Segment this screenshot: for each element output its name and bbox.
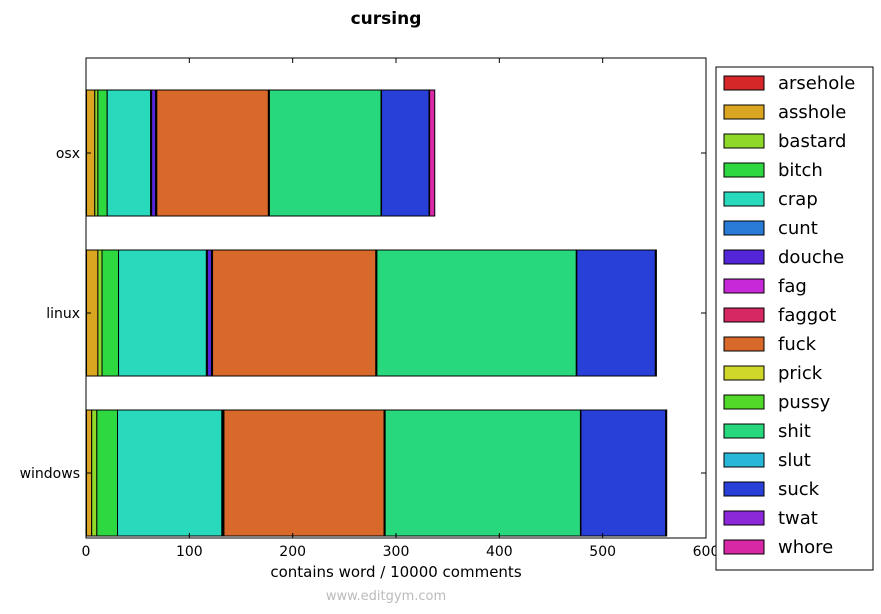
x-tick-label-300: 300 [383,544,410,560]
legend-swatch-whore [723,539,765,555]
bar-windows-bastard [91,409,98,537]
legend: arsehole asshole bastard bitch crap cunt douch… [715,66,874,571]
legend-swatch-faggot [723,307,765,323]
bar-osx-douche [151,89,157,217]
bar-windows-whore [665,409,668,537]
legend-label-bitch: bitch [778,160,823,181]
legend-label-crap: crap [778,189,818,210]
legend-swatch-shit [723,423,765,439]
legend-label-whore: whore [778,537,833,558]
bar-windows-suck [580,409,667,537]
legend-swatch-twat [723,510,765,526]
x-tick-label-500: 500 [589,544,616,560]
legend-label-pussy: pussy [778,392,831,413]
bar-windows-shit [384,409,581,537]
bar-linux-bastard [97,249,103,377]
legend-swatch-cunt [723,220,765,236]
y-tick-label-windows: windows [20,466,80,482]
x-tick-label-400: 400 [486,544,513,560]
bars-layer [85,89,668,537]
x-axis-label: contains word / 10000 comments [270,563,521,581]
legend-label-fuck: fuck [778,334,817,355]
bar-windows-fuck [223,409,385,537]
legend-swatch-fuck [723,336,765,352]
bar-osx-shit [268,89,382,217]
bar-osx-whore [429,89,436,217]
bar-linux-suck [576,249,656,377]
bar-osx-bitch [97,89,108,217]
legend-swatch-bitch [723,162,765,178]
chart-title: cursing [351,9,422,29]
bar-osx-crap [106,89,152,217]
x-tick-label-100: 100 [176,544,203,560]
y-tick-label-linux: linux [46,306,80,322]
legend-swatch-asshole [723,104,765,120]
legend-swatch-douche [723,249,765,265]
x-tick-label-200: 200 [279,544,306,560]
bar-windows-bitch [96,409,119,537]
legend-label-suck: suck [778,479,820,500]
legend-label-faggot: faggot [778,305,836,326]
legend-swatch-bastard [723,133,765,149]
bar-windows-crap [117,409,223,537]
x-tick-label-0: 0 [82,544,91,560]
x-tick-label-600: 600 [693,544,720,560]
y-axis: osx linux windows [20,146,706,482]
legend-swatch-prick [723,365,765,381]
legend-label-fag: fag [778,276,807,297]
bar-linux-crap [118,249,207,377]
legend-label-bastard: bastard [778,131,846,152]
legend-swatch-fag [723,278,765,294]
legend-label-cunt: cunt [778,218,818,239]
legend-label-prick: prick [778,363,823,384]
bar-osx-fuck [156,89,269,217]
legend-swatch-suck [723,481,765,497]
bar-linux-shit [376,249,577,377]
x-axis: 0 100 200 300 400 500 600 [82,58,720,560]
bar-linux-fuck [212,249,377,377]
y-tick-label-osx: osx [56,146,80,162]
legend-label-shit: shit [778,421,811,442]
legend-label-slut: slut [778,450,811,471]
legend-label-douche: douche [778,247,844,268]
legend-label-asshole: asshole [778,102,846,123]
legend-swatch-slut [723,452,765,468]
bar-linux-whore [655,249,657,377]
legend-swatch-pussy [723,394,765,410]
legend-swatch-arsehole [723,75,765,91]
legend-label-arsehole: arsehole [778,73,855,94]
bar-osx-suck [381,89,430,217]
bar-linux-bitch [101,249,120,377]
legend-label-twat: twat [778,508,818,529]
watermark: www.editgym.com [326,589,446,604]
legend-swatch-crap [723,191,765,207]
bar-linux-douche [206,249,213,377]
